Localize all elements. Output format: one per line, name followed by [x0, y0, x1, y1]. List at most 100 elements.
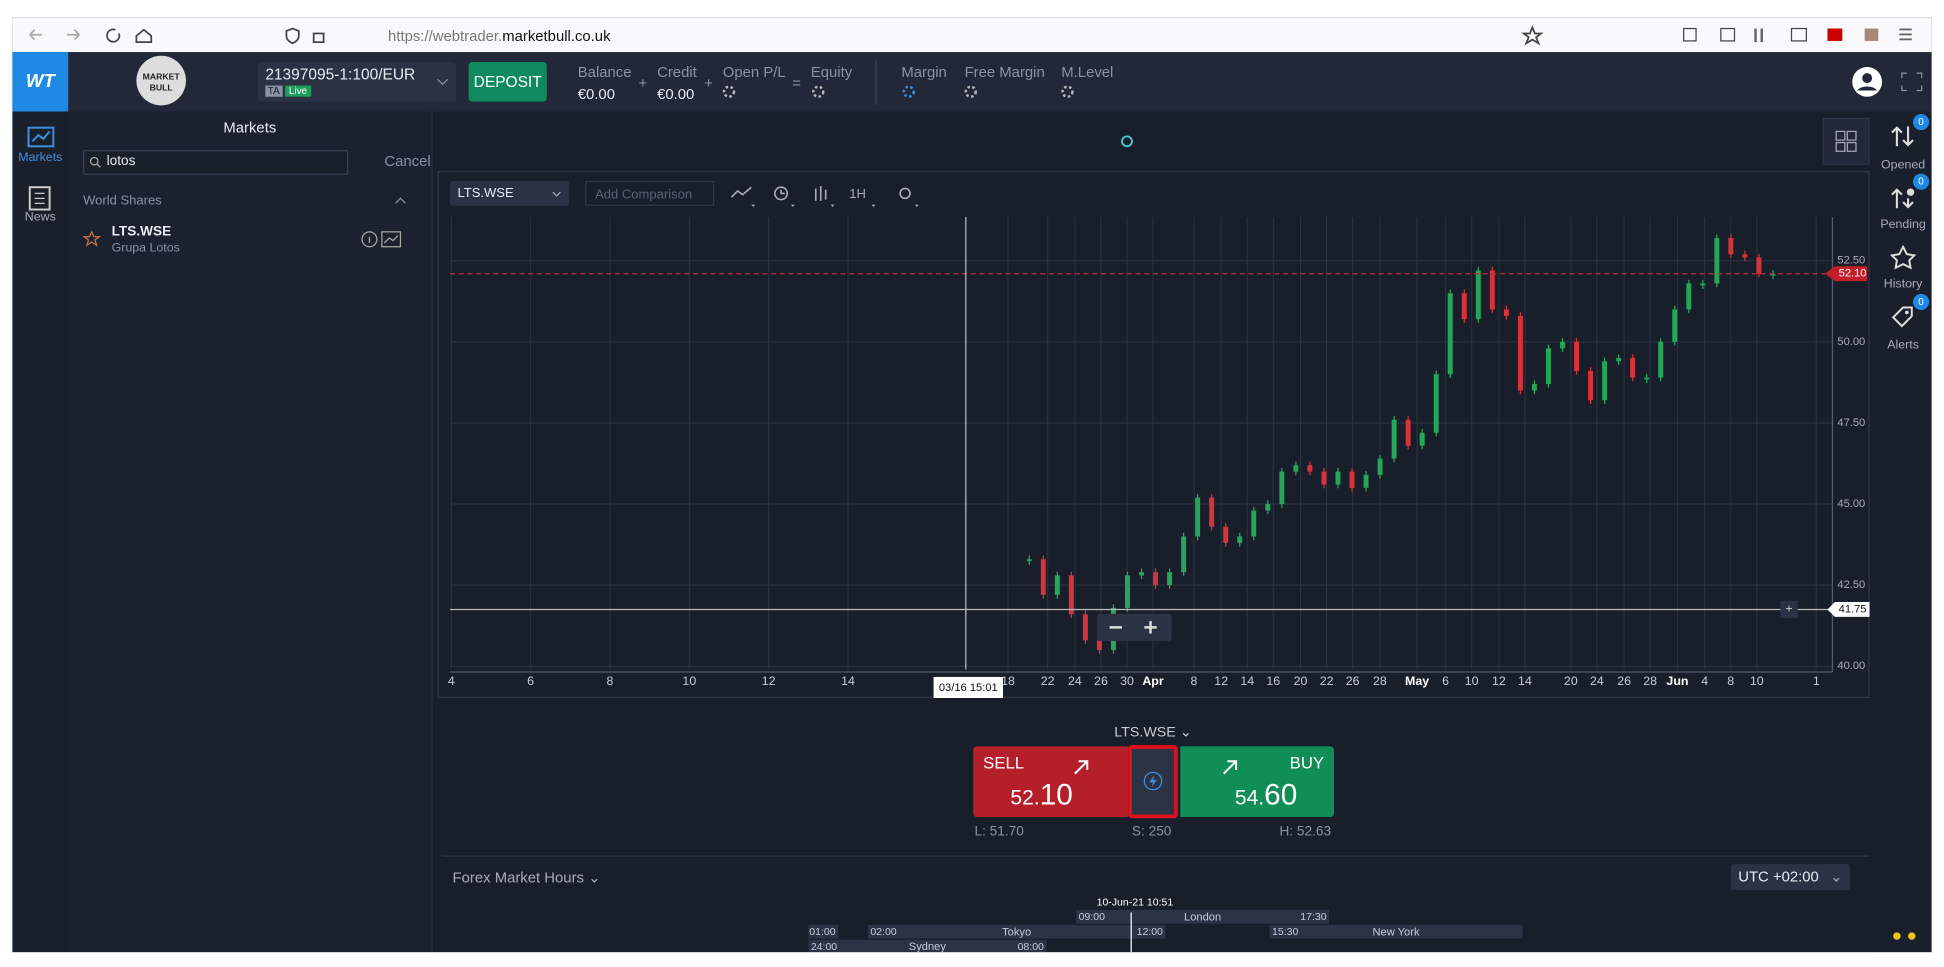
session-bar — [1269, 924, 1523, 939]
right-nav-label[interactable]: Opened — [1881, 158, 1926, 173]
timezone-select[interactable]: UTC +02:00 ⌄ — [1730, 864, 1850, 891]
comparison-placeholder: Add Comparison — [595, 187, 693, 203]
session-open: 02:00 — [870, 926, 896, 938]
buy-button[interactable]: BUY 54.60 — [1180, 746, 1335, 818]
alerts-icon[interactable] — [1889, 305, 1916, 330]
candle — [1181, 536, 1187, 573]
chart-tools[interactable]: 1H — [729, 182, 927, 209]
zoom-controls[interactable] — [1097, 613, 1172, 641]
balance-value: €0.00 — [577, 85, 615, 103]
x-tick-label: 22 — [1320, 674, 1334, 688]
one-click-toggle[interactable] — [1128, 745, 1178, 819]
margin-label: Margin — [901, 63, 947, 81]
window: https://webtrader.marketbull.co.uk WT MA… — [12, 17, 1932, 953]
x-tick-label: 14 — [1240, 674, 1254, 688]
search-icon — [89, 156, 101, 168]
opened-icon[interactable] — [1888, 124, 1918, 149]
account-select[interactable]: 21397095-1:100/EUR TA Live — [257, 61, 457, 102]
session-bar — [1076, 910, 1330, 924]
chevron — [552, 191, 561, 197]
symbol-select-text: LTS.WSE — [457, 185, 514, 201]
candle — [1728, 238, 1734, 255]
x-tick-label: Jun — [1666, 674, 1688, 688]
x-tick-label: 20 — [1564, 674, 1578, 688]
group-title: World Shares — [83, 193, 162, 209]
browser-icons — [29, 24, 1912, 46]
favorite-star[interactable] — [83, 230, 101, 248]
sell-button[interactable]: SELL 52.10 — [973, 746, 1129, 818]
comparison-input[interactable]: Add Comparison — [585, 181, 715, 206]
credit-value: €0.00 — [657, 85, 695, 103]
history-icon[interactable] — [1889, 245, 1917, 270]
sell-price: 52.10 — [1010, 779, 1072, 814]
equity-label: Equity — [810, 63, 853, 81]
news-icon[interactable] — [28, 186, 54, 211]
candle — [1195, 497, 1201, 537]
collapse[interactable] — [394, 197, 406, 204]
x-tick-label: Apr — [1142, 674, 1163, 688]
candle — [1475, 270, 1481, 320]
trade-symbol[interactable]: LTS.WSE ⌄ — [1114, 725, 1192, 741]
header-icons[interactable] — [1850, 66, 1924, 101]
x-tick-label: 14 — [841, 674, 855, 688]
session-bar — [808, 924, 839, 939]
market-hours-title[interactable]: Forex Market Hours ⌄ — [452, 869, 601, 887]
interval[interactable]: 1H — [849, 186, 866, 201]
search-box[interactable]: lotos — [83, 150, 349, 175]
x-tick-label: 12 — [1492, 674, 1506, 688]
x-tick-label: 10 — [682, 674, 696, 688]
account: 21397095-1:100/EUR — [265, 65, 416, 84]
candle — [1686, 283, 1692, 310]
candle — [1363, 474, 1369, 488]
status-dots — [1893, 932, 1916, 940]
nav-label[interactable]: Markets — [18, 151, 63, 165]
candle — [1630, 358, 1636, 378]
x-tick-label: 10 — [1465, 674, 1479, 688]
add-button[interactable] — [1780, 600, 1798, 619]
right-nav: Opened 0 Pending 0 History Alerts 0 — [1874, 111, 1932, 953]
item-icons[interactable] — [361, 231, 406, 250]
x-tick-label: 26 — [1617, 674, 1631, 688]
candle — [1026, 559, 1032, 562]
zoom-icons — [1109, 621, 1157, 634]
pending-icon[interactable] — [1888, 186, 1918, 211]
candle — [1672, 309, 1678, 342]
candle — [1125, 575, 1130, 608]
right-nav-label[interactable]: History — [1883, 277, 1923, 292]
last-price-tag — [1824, 266, 1868, 282]
browser-toolbar: https://webtrader.marketbull.co.uk — [12, 17, 1932, 54]
candle — [1588, 371, 1594, 401]
open-pl-label: Open P/L — [722, 63, 786, 81]
candle — [1461, 293, 1467, 320]
candle — [1489, 270, 1495, 310]
candle — [1223, 526, 1229, 543]
x-tick-label: 12 — [1214, 674, 1228, 688]
symbol-select[interactable]: LTS.WSE — [450, 181, 570, 206]
url[interactable]: https://webtrader.marketbull.co.uk — [388, 27, 610, 44]
right-nav-label[interactable]: Pending — [1880, 218, 1926, 232]
right-nav-label[interactable]: Alerts — [1887, 338, 1919, 353]
candle — [1574, 341, 1580, 372]
layout-button[interactable] — [1822, 117, 1870, 165]
y-tick-label: 42.50 — [1837, 579, 1865, 591]
nav-label[interactable]: News — [24, 210, 56, 225]
add-button-icon: + — [1785, 602, 1792, 616]
symbol[interactable]: LTS.WSE — [111, 224, 172, 240]
plus: + — [638, 74, 648, 92]
x-tick-label: 22 — [1041, 674, 1055, 688]
markets-icon[interactable] — [27, 126, 55, 148]
x-tick-label: 6 — [527, 674, 534, 688]
x-tick-label: 1 — [1813, 674, 1820, 688]
candle — [1335, 471, 1341, 485]
logo[interactable]: WT — [12, 52, 69, 112]
url-scheme: https://webtrader. — [388, 27, 503, 45]
x-tick-label: 24 — [1590, 674, 1604, 688]
x-tick-label: 26 — [1346, 674, 1360, 688]
cancel[interactable]: Cancel — [384, 152, 431, 170]
price-big: 10 — [1039, 778, 1073, 813]
deposit-button[interactable]: DEPOSIT — [468, 61, 547, 102]
candle — [1153, 572, 1159, 586]
candle — [1616, 358, 1622, 362]
